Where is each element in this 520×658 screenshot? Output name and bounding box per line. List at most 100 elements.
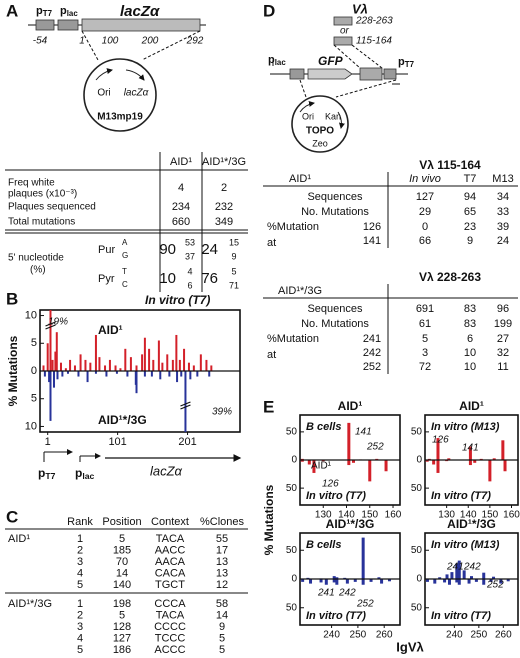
bar: [506, 579, 510, 582]
label: 241: [363, 333, 381, 345]
cell: 10: [464, 347, 476, 359]
bar: [474, 579, 478, 582]
box: [57, 19, 79, 31]
cell: 2: [77, 544, 83, 556]
label: 24: [201, 241, 218, 258]
cell: 5: [119, 533, 125, 545]
label: M13: [492, 173, 513, 185]
bar: [126, 371, 129, 377]
bar: [143, 337, 146, 371]
bar: [489, 579, 493, 582]
x-tick-label: 160: [385, 510, 402, 521]
annotation: 252: [486, 580, 504, 591]
label: No. Mutations: [301, 206, 369, 218]
cell: 140: [113, 579, 131, 591]
bar: [462, 570, 466, 579]
rule: [333, 44, 361, 69]
bar: [168, 371, 171, 377]
bar: [324, 579, 328, 585]
bar: [61, 371, 64, 377]
bar: [425, 579, 429, 582]
bar: [312, 460, 316, 473]
bar: [210, 365, 213, 371]
label: Total mutations: [8, 217, 75, 228]
label: AID¹*/3G: [8, 598, 52, 610]
bar: [66, 371, 69, 374]
series-label: In vitro (T7): [306, 490, 366, 502]
bar: [77, 371, 80, 377]
bar: [436, 438, 440, 460]
bar: [161, 362, 164, 371]
chart-title: AID¹*/3G: [447, 517, 496, 531]
bar: [384, 460, 388, 472]
bar: [178, 359, 181, 371]
bars: [425, 560, 510, 585]
annotation: 19%: [48, 317, 68, 328]
x-tick-label: 150: [361, 510, 378, 521]
bar: [129, 357, 132, 371]
y-axis-label: % Mutations: [262, 484, 276, 555]
annotation: 126: [432, 435, 449, 446]
annotation: 242: [338, 588, 356, 599]
bar: [309, 579, 313, 584]
label: M13mp19: [97, 112, 143, 123]
y-tick-label: 0: [291, 574, 297, 585]
bar: [332, 576, 336, 579]
bar: [470, 576, 473, 579]
bar: [307, 460, 311, 465]
label: 141: [363, 235, 381, 247]
cell: 3: [77, 621, 83, 633]
cell: 33: [497, 206, 509, 218]
bar: [368, 460, 372, 482]
bar: [73, 365, 76, 371]
cell: 127: [416, 191, 434, 203]
bar: [300, 460, 304, 462]
bar: [55, 332, 58, 371]
bar: [184, 371, 187, 432]
label: %Mutation: [267, 221, 319, 233]
cell: 5: [77, 579, 83, 591]
y-tick-label: 50: [286, 483, 298, 494]
label: 349: [215, 216, 233, 228]
promoter-subscript: lac: [67, 9, 79, 18]
cell: TACA: [156, 533, 185, 545]
bar: [42, 365, 45, 371]
series-label: In vitro (T7): [431, 610, 491, 622]
promoter-subscript: T7: [405, 60, 415, 69]
promoter-subscript: T7: [45, 471, 55, 481]
bar: [301, 579, 305, 582]
rule: [180, 401, 191, 407]
cell: 96: [497, 303, 509, 315]
label: Plaques sequenced: [8, 202, 96, 213]
bar: [56, 371, 59, 380]
cell: TACA: [156, 609, 185, 621]
cell: 17: [216, 544, 228, 556]
label: Pur: [98, 244, 115, 256]
cell: 6: [467, 333, 473, 345]
label: 126: [363, 221, 381, 233]
bar: [49, 310, 52, 371]
bar: [183, 348, 186, 371]
label: Ori: [97, 88, 110, 99]
panel-label: B: [6, 289, 18, 308]
y-tick-label: 0: [31, 365, 37, 377]
box: [333, 36, 353, 46]
y-tick-label: 50: [286, 602, 298, 613]
label: 115-164: [356, 36, 392, 47]
bar: [115, 371, 118, 374]
y-tick-label: 50: [411, 483, 423, 494]
y-tick-label: 5: [31, 393, 37, 405]
cell: 83: [464, 318, 476, 330]
y-tick-label: 50: [411, 427, 423, 438]
bar: [455, 579, 459, 583]
label: G: [122, 251, 128, 260]
label: 53: [185, 237, 195, 247]
promoter-letter: p: [36, 5, 43, 17]
cell: 186: [113, 644, 131, 656]
bar: [89, 362, 92, 371]
label: 71: [229, 280, 239, 290]
cell: 4: [77, 567, 83, 579]
y-tick-label: 10: [25, 420, 37, 432]
cell: 2: [77, 609, 83, 621]
cell: 9: [467, 235, 473, 247]
